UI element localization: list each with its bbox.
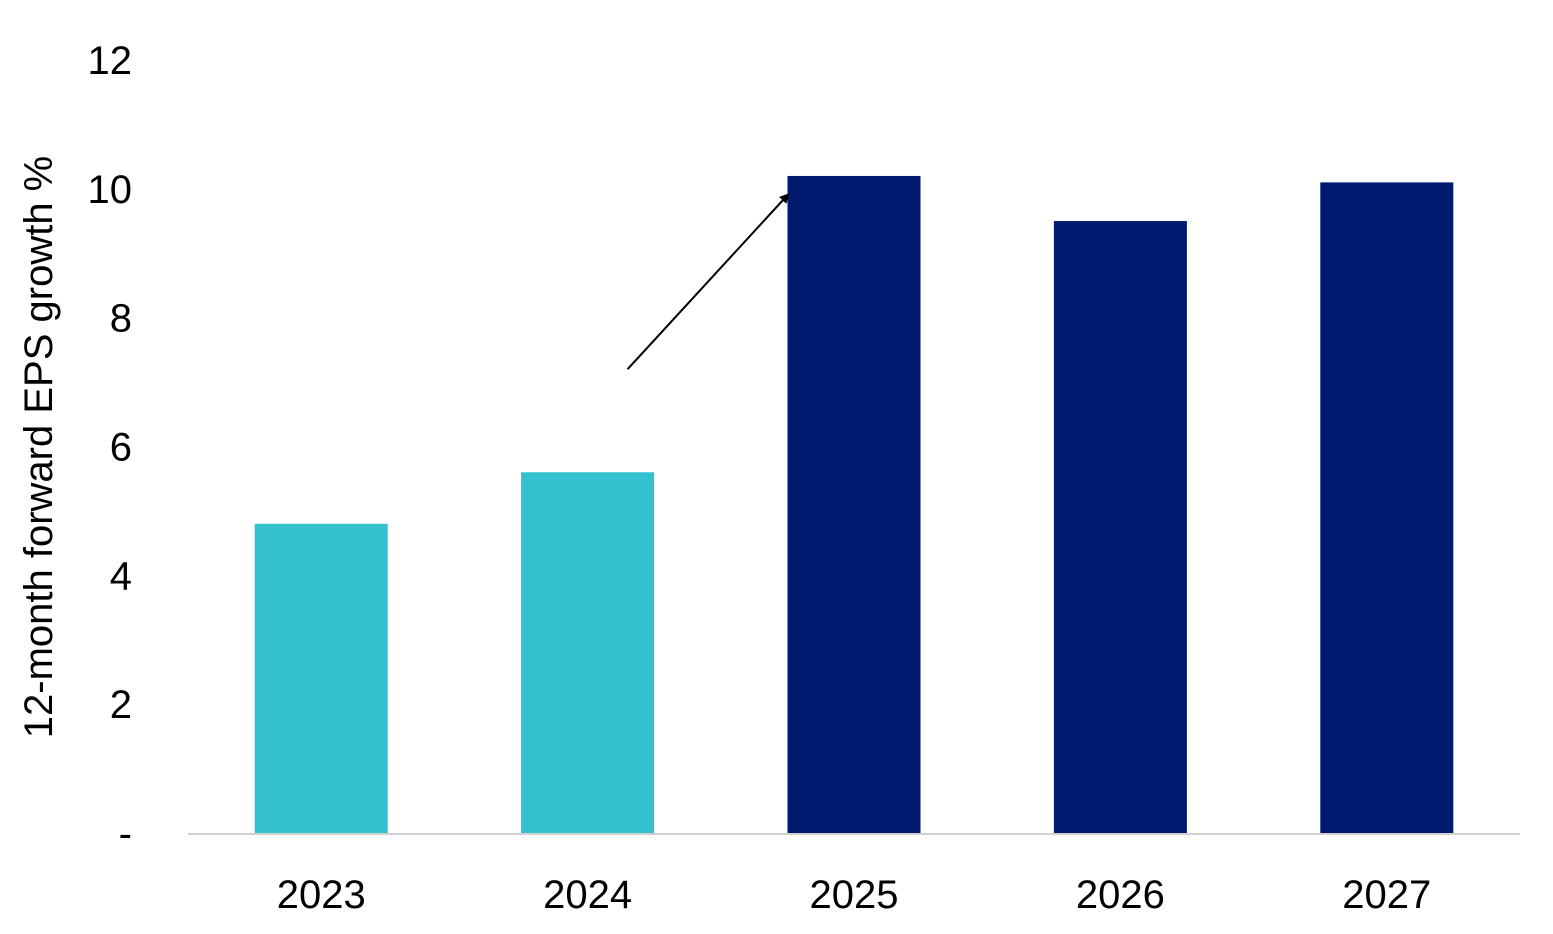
x-tick-label: 2026 [1076, 873, 1165, 917]
y-axis-title: 12-month forward EPS growth % [17, 156, 61, 738]
bar-2026 [1053, 221, 1187, 833]
bar-2024 [521, 472, 655, 833]
bar-series [254, 175, 1454, 833]
x-tick-label: 2027 [1342, 873, 1431, 917]
bar-2023 [254, 523, 388, 833]
y-axis-ticks: - 2 4 6 8 10 12 [88, 39, 133, 856]
x-tick-label: 2024 [543, 873, 632, 917]
y-tick-label: 2 [110, 683, 132, 727]
x-tick-label: 2025 [810, 873, 899, 917]
bar-2027 [1320, 182, 1454, 833]
y-tick-label: 12 [88, 39, 133, 83]
y-tick-label: 10 [88, 168, 133, 212]
x-axis-labels: 2023 2024 2025 2026 2027 [277, 873, 1432, 917]
y-tick-label: 4 [110, 554, 132, 598]
y-tick-label: - [119, 812, 132, 856]
trend-arrow [626, 193, 790, 370]
x-tick-label: 2023 [277, 873, 366, 917]
y-tick-label: 6 [110, 426, 132, 470]
y-tick-label: 8 [110, 297, 132, 341]
bar-2025 [787, 175, 921, 833]
